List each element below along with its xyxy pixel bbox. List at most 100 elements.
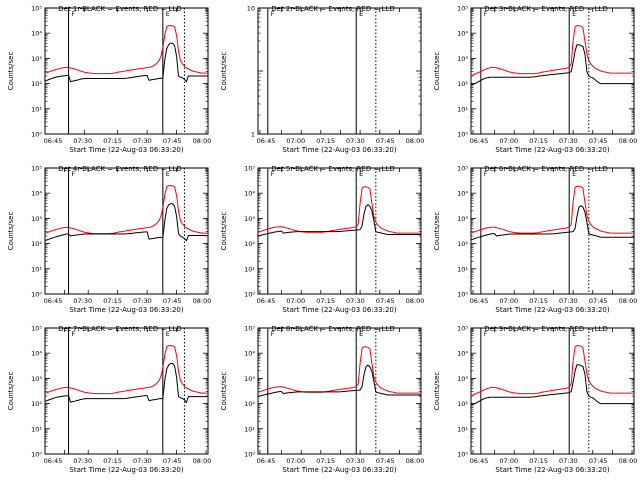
- y-tick-label: 10⁰: [457, 291, 468, 299]
- x-tick-label: 07:30: [73, 137, 92, 145]
- marker-label: F: [72, 10, 76, 18]
- x-tick-label: 06:45: [470, 457, 489, 465]
- y-axis-label: Counts/sec: [7, 372, 15, 411]
- y-tick-label: 10⁵: [457, 5, 468, 13]
- x-tick-label: 08:00: [619, 137, 638, 145]
- x-tick-label: 06:45: [44, 297, 63, 305]
- x-axis-label: Start Time (22-Aug-03 06:33:20): [495, 466, 609, 474]
- x-axis-label: Start Time (22-Aug-03 06:33:20): [282, 146, 396, 154]
- chart-title: Det 9r-BLACK = Events, RED = LLD: [484, 325, 607, 333]
- marker-label: F: [484, 170, 488, 178]
- y-tick-label: 10¹: [31, 265, 42, 273]
- y-tick-label: 10⁵: [31, 5, 42, 13]
- y-tick-label: 10¹: [457, 105, 468, 113]
- plot-frame: [470, 327, 635, 455]
- y-tick-label: 10⁰: [457, 451, 468, 459]
- x-tick-label: 07:15: [529, 297, 548, 305]
- x-tick-label: 07:15: [103, 457, 122, 465]
- x-tick-label: 07:45: [589, 457, 608, 465]
- events-series-line: [44, 203, 208, 242]
- marker-label: E: [359, 170, 363, 178]
- marker-label: F: [72, 330, 76, 338]
- y-tick-label: 10²: [31, 400, 42, 408]
- x-tick-label: 07:15: [529, 457, 548, 465]
- marker-label: E: [572, 170, 576, 178]
- lld-series-line: [44, 185, 208, 235]
- y-axis-label: Counts/sec: [220, 52, 228, 91]
- y-tick-label: 10⁵: [457, 325, 468, 333]
- y-tick-label: 10³: [244, 375, 255, 383]
- y-tick-label: 10⁴: [457, 30, 468, 38]
- y-tick-label: 10³: [31, 215, 42, 223]
- y-axis-label: Counts/sec: [433, 372, 441, 411]
- events-series-line: [44, 363, 208, 404]
- y-tick-label: 10³: [457, 375, 468, 383]
- x-tick-label: 07:45: [163, 457, 182, 465]
- x-tick-label: 07:30: [133, 137, 152, 145]
- x-axis-label: Start Time (22-Aug-03 06:33:20): [495, 146, 609, 154]
- x-tick-label: 08:00: [406, 297, 425, 305]
- panel-det-5r: Det 5r-BLACK = Events, RED = LLD 10⁰ 10¹ 10…: [220, 165, 424, 315]
- y-tick-label: 10⁴: [31, 350, 42, 358]
- panel-det-8r: Det 8r-BLACK = Events, RED = LLD 10⁰ 10¹ 10…: [220, 325, 424, 475]
- panel-det-7r: Det 7r-BLACK = Events, RED = LLD 10⁰ 10¹ 10…: [7, 325, 211, 475]
- x-tick-label: 07:45: [163, 137, 182, 145]
- chart-title: Det 5r-BLACK = Events, RED = LLD: [271, 165, 394, 173]
- plot-frame: [44, 7, 209, 135]
- marker-label: F: [271, 330, 275, 338]
- y-tick-label: 10⁰: [457, 131, 468, 139]
- y-tick-label: 10¹: [31, 105, 42, 113]
- chart-title: Det 8r-BLACK = Events, RED = LLD: [271, 325, 394, 333]
- y-tick-label: 10⁵: [31, 165, 42, 173]
- y-tick-label: 10¹: [244, 425, 255, 433]
- events-series-line: [257, 364, 421, 398]
- panel-det-2r: Det 2r-BLACK = Events, RED = LLD 1 10 06:45…: [220, 5, 424, 155]
- x-tick-label: 07:00: [286, 297, 305, 305]
- x-tick-label: 07:00: [286, 457, 305, 465]
- x-tick-label: 06:45: [257, 457, 276, 465]
- x-axis-label: Start Time (22-Aug-03 06:33:20): [69, 466, 183, 474]
- x-tick-label: 06:45: [44, 457, 63, 465]
- x-axis-label: Start Time (22-Aug-03 06:33:20): [69, 146, 183, 154]
- x-axis-label: Start Time (22-Aug-03 06:33:20): [282, 306, 396, 314]
- x-tick-label: 07:45: [163, 297, 182, 305]
- y-tick-label: 10⁵: [244, 165, 255, 173]
- x-tick-label: 07:30: [559, 137, 578, 145]
- x-tick-label: 06:45: [44, 137, 63, 145]
- chart-title: Det 4r-BLACK = Events, RED = LLD: [58, 165, 181, 173]
- y-tick-label: 10⁴: [31, 190, 42, 198]
- events-series-line: [470, 44, 634, 85]
- marker-label: E: [359, 10, 363, 18]
- y-tick-label: 10³: [244, 215, 255, 223]
- x-tick-label: 07:15: [103, 137, 122, 145]
- marker-label: F: [484, 10, 488, 18]
- y-axis-label: Counts/sec: [220, 212, 228, 251]
- plot-frame: [257, 167, 422, 295]
- plot-frame: [470, 167, 635, 295]
- marker-label: E: [166, 10, 170, 18]
- y-tick-label: 10¹: [457, 425, 468, 433]
- y-tick-label: 10²: [31, 80, 42, 88]
- panel-det-1r: Det 1r-BLACK = Events, RED = LLD 10⁰ 10¹ 10…: [7, 5, 211, 155]
- events-series-line: [44, 42, 208, 83]
- y-tick-label: 10: [247, 5, 255, 13]
- chart-title: Det 1r-BLACK = Events, RED = LLD: [58, 5, 181, 13]
- x-tick-label: 07:30: [73, 457, 92, 465]
- panel-det-3r: Det 3r-BLACK = Events, RED = LLD 10⁰ 10¹ 10…: [433, 5, 637, 155]
- x-tick-label: 07:15: [103, 297, 122, 305]
- marker-label: E: [572, 330, 576, 338]
- x-tick-label: 06:45: [470, 137, 489, 145]
- x-tick-label: 07:30: [346, 457, 365, 465]
- x-tick-label: 07:45: [589, 297, 608, 305]
- y-tick-label: 10²: [244, 400, 255, 408]
- y-tick-label: 10²: [457, 240, 468, 248]
- marker-label: F: [271, 10, 275, 18]
- x-tick-label: 08:00: [193, 457, 212, 465]
- y-axis-label: Counts/sec: [433, 52, 441, 91]
- y-tick-label: 10³: [457, 215, 468, 223]
- events-series-line: [470, 205, 634, 241]
- lld-series-line: [470, 345, 634, 397]
- x-tick-label: 08:00: [406, 457, 425, 465]
- x-tick-label: 07:00: [499, 137, 518, 145]
- x-tick-label: 07:30: [133, 297, 152, 305]
